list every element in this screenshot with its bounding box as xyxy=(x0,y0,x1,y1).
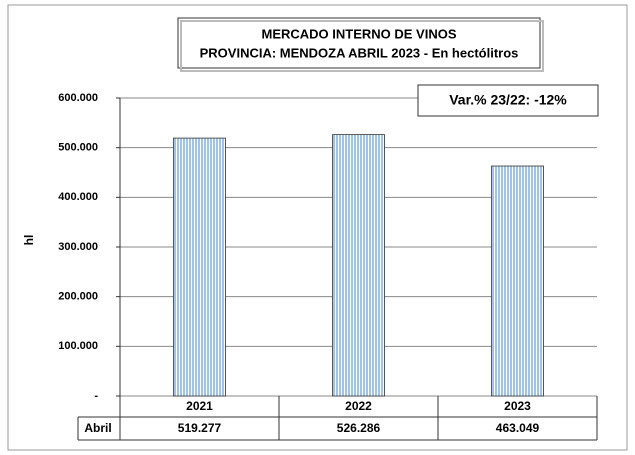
table-value: 526.286 xyxy=(337,421,381,435)
annotation-box xyxy=(417,84,599,117)
plot: - 100.000 200.000 300.000 400.000 500.000 600.… xyxy=(58,92,598,441)
y-tick-label: 200.000 xyxy=(58,291,98,303)
title-box xyxy=(177,17,541,69)
table-row-label: Abril xyxy=(84,421,111,435)
annotation: Var.% 23/22: -12% xyxy=(449,92,567,108)
y-axis-label: hl xyxy=(22,235,36,246)
x-tick-label: 2022 xyxy=(345,399,372,413)
y-tick-label: 300.000 xyxy=(58,241,98,253)
x-tick-label: 2023 xyxy=(504,399,531,413)
x-tick-label: 2021 xyxy=(186,399,213,413)
bar xyxy=(491,165,544,397)
y-tick-label: 100.000 xyxy=(58,340,98,352)
table-value: 463.049 xyxy=(496,421,540,435)
title-shadow xyxy=(180,20,544,72)
y-tick-label: 500.000 xyxy=(58,142,98,154)
y-tick-label: 400.000 xyxy=(58,191,98,203)
chart-subtitle: PROVINCIA: MENDOZA ABRIL 2023 - En hectó… xyxy=(200,45,519,60)
bar xyxy=(173,137,226,397)
y-tick-label: 600.000 xyxy=(58,92,98,104)
bar xyxy=(332,134,385,397)
chart-title: MERCADO INTERNO DE VINOS xyxy=(261,26,456,41)
y-tick-label: - xyxy=(94,390,98,402)
table-value: 519.277 xyxy=(178,421,222,435)
